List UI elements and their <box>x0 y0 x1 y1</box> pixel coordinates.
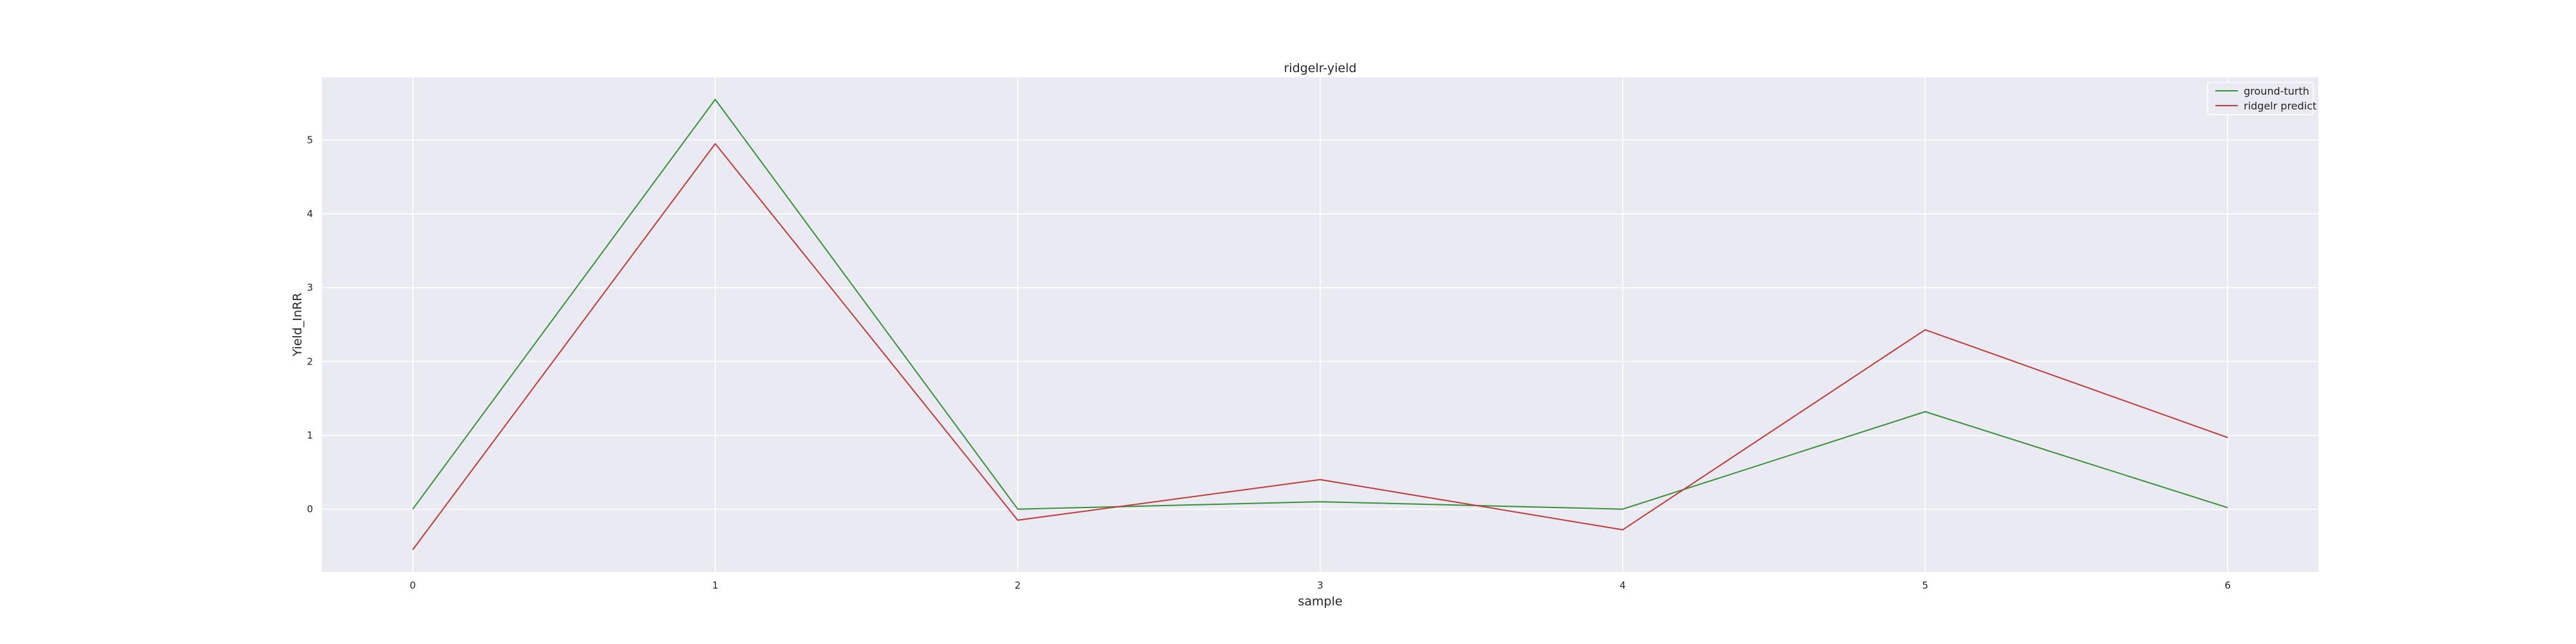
x-tick-label-3: 3 <box>1317 580 1323 591</box>
y-tick-label-0: 0 <box>307 504 313 515</box>
y-tick-label-1: 1 <box>307 430 313 441</box>
x-tick-label-5: 5 <box>1922 580 1929 591</box>
x-tick-label-0: 0 <box>410 580 416 591</box>
legend-label-ground-turth: ground-turth <box>2244 85 2309 97</box>
x-tick-label-2: 2 <box>1015 580 1021 591</box>
x-tick-label-4: 4 <box>1620 580 1626 591</box>
x-tick-label-6: 6 <box>2224 580 2231 591</box>
series-line-ridgelr-predict <box>412 143 2228 551</box>
x-axis-label: sample <box>1298 594 1342 609</box>
y-axis-label: Yield_InRR <box>290 293 305 357</box>
y-tick-label-3: 3 <box>307 282 313 294</box>
gridlines <box>322 77 2318 572</box>
series-lines <box>412 99 2228 551</box>
series-line-ground-turth <box>412 99 2228 510</box>
tick-labels: 0 1 2 3 4 5 6 0 1 2 3 4 5 <box>307 134 2230 591</box>
legend: ground-turth ridgelr predict <box>2207 82 2316 115</box>
y-tick-label-4: 4 <box>307 208 313 220</box>
y-tick-label-2: 2 <box>307 355 313 367</box>
legend-label-ridgelr-predict: ridgelr predict <box>2244 100 2316 112</box>
chart-title: ridgelr-yield <box>1284 61 1357 75</box>
x-tick-label-1: 1 <box>712 580 719 591</box>
y-tick-label-5: 5 <box>307 134 313 146</box>
